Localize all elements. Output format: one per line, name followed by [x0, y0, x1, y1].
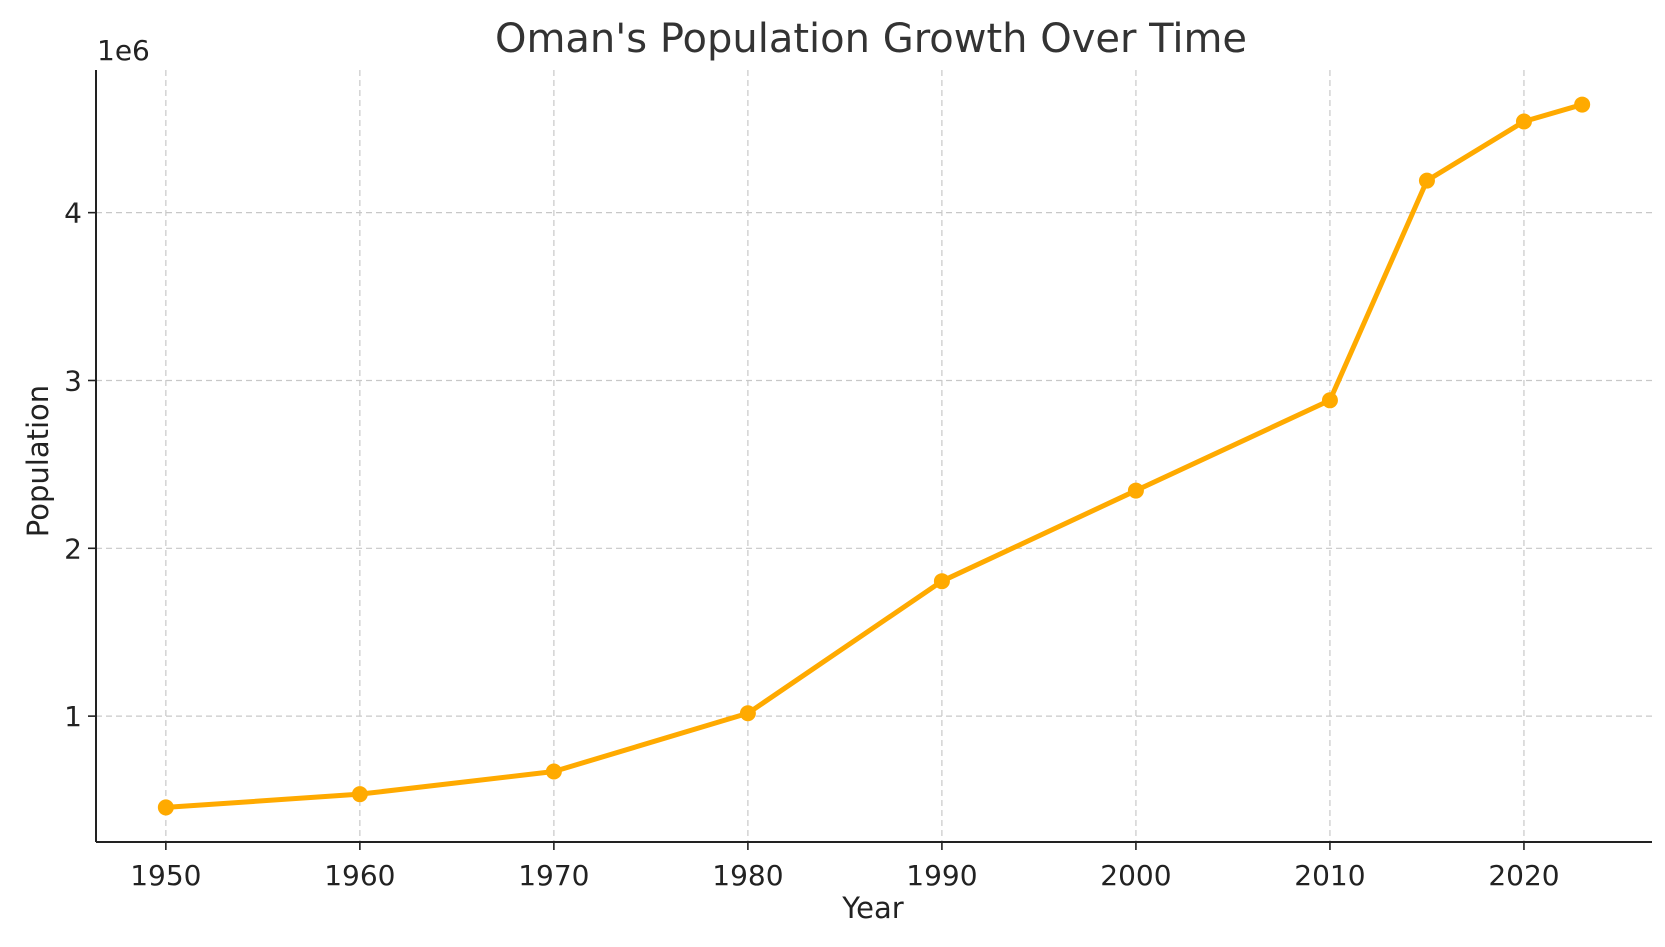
data-point [739, 705, 756, 722]
x-tick-label: 1990 [906, 859, 977, 892]
chart-title: Oman's Population Growth Over Time [495, 16, 1247, 62]
grid [96, 70, 1652, 842]
x-tick-label: 1960 [324, 859, 395, 892]
ticks: 1950 1960 1970 1980 1990 2000 2010 2020 1 2 3 4 [64, 197, 1559, 892]
x-tick-label: 2010 [1294, 859, 1365, 892]
x-tick-label: 1970 [518, 859, 589, 892]
x-tick-label: 1980 [712, 859, 783, 892]
data-point [933, 573, 950, 590]
y-tick-label: 3 [64, 364, 82, 397]
x-axis-label: Year [841, 891, 903, 925]
data-point [545, 763, 562, 780]
y-axis-offset-label: 1e6 [97, 34, 150, 67]
data-point [1127, 482, 1144, 499]
y-axis-label: Population [21, 385, 55, 537]
data-point [1321, 392, 1338, 409]
data-point [351, 786, 368, 803]
x-tick-label: 2000 [1100, 859, 1171, 892]
y-tick-label: 1 [64, 700, 82, 733]
population-series-line [163, 102, 1585, 810]
data-point [1515, 113, 1532, 130]
axes [95, 70, 1652, 843]
data-point [1418, 172, 1435, 189]
y-tick-label: 2 [64, 532, 82, 565]
data-point [157, 799, 174, 816]
series [157, 96, 1591, 816]
y-tick-label: 4 [64, 197, 82, 230]
x-tick-label: 1950 [130, 859, 201, 892]
x-tick-label: 2020 [1488, 859, 1559, 892]
data-point [1574, 96, 1591, 113]
